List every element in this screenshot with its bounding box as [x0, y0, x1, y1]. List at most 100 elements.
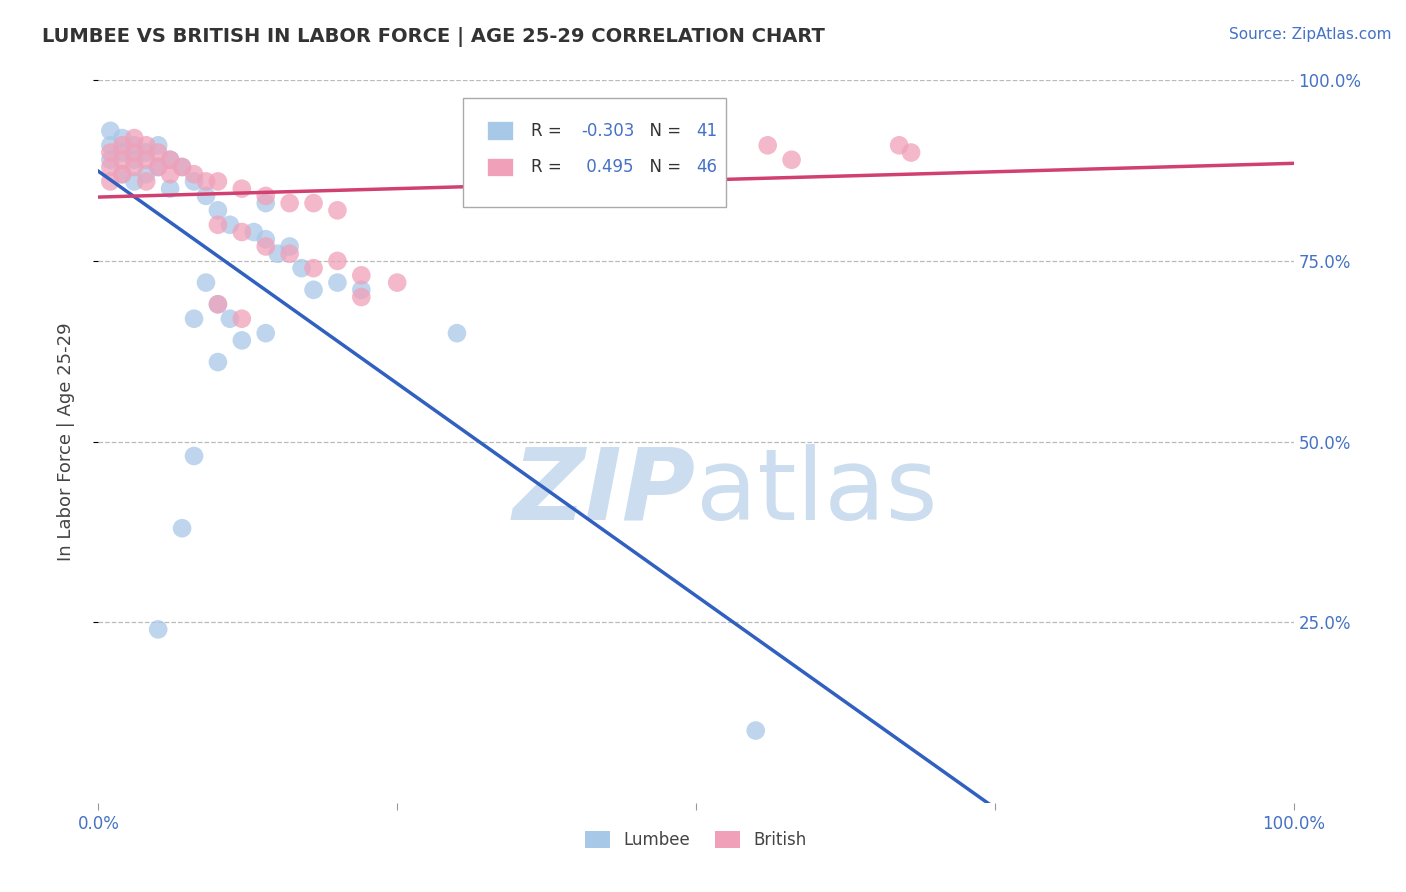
Point — [111, 167, 134, 181]
Point — [98, 174, 122, 188]
Point — [124, 138, 146, 153]
Point — [207, 203, 229, 218]
Point — [135, 138, 157, 153]
Text: 0.495: 0.495 — [581, 158, 634, 176]
Text: 41: 41 — [696, 122, 717, 140]
Point — [98, 124, 122, 138]
Point — [183, 174, 205, 188]
Text: ZIP: ZIP — [513, 443, 696, 541]
Point — [111, 145, 134, 160]
Point — [745, 723, 768, 738]
Point — [278, 246, 301, 260]
Point — [183, 167, 205, 181]
Point — [780, 153, 803, 167]
Point — [302, 196, 325, 211]
Point — [98, 145, 122, 160]
Point — [183, 311, 205, 326]
Point — [302, 261, 325, 276]
Point — [159, 153, 181, 167]
Point — [111, 167, 134, 181]
Y-axis label: In Labor Force | Age 25-29: In Labor Force | Age 25-29 — [56, 322, 75, 561]
Point — [231, 311, 253, 326]
Point — [124, 153, 146, 167]
Point — [326, 253, 349, 268]
FancyBboxPatch shape — [463, 98, 725, 207]
Point — [385, 276, 409, 290]
Point — [302, 283, 325, 297]
Point — [278, 196, 301, 211]
Point — [148, 138, 170, 153]
Point — [195, 189, 218, 203]
Point — [254, 189, 277, 203]
Point — [350, 283, 373, 297]
Point — [231, 225, 253, 239]
Point — [172, 160, 194, 174]
Point — [207, 355, 229, 369]
Point — [446, 326, 468, 340]
Point — [291, 261, 314, 276]
Point — [135, 167, 157, 181]
Point — [219, 311, 242, 326]
Legend: Lumbee, British: Lumbee, British — [578, 824, 814, 856]
Point — [219, 218, 242, 232]
Point — [124, 145, 146, 160]
Point — [159, 167, 181, 181]
Point — [111, 138, 134, 153]
Point — [254, 232, 277, 246]
Point — [148, 623, 170, 637]
Point — [326, 203, 349, 218]
Point — [900, 145, 922, 160]
Point — [207, 297, 229, 311]
Text: 46: 46 — [696, 158, 717, 176]
Point — [254, 326, 277, 340]
Point — [756, 138, 779, 153]
Point — [135, 153, 157, 167]
Text: N =: N = — [638, 122, 686, 140]
Point — [254, 239, 277, 253]
Text: atlas: atlas — [696, 443, 938, 541]
Point — [135, 174, 157, 188]
Point — [278, 239, 301, 253]
Point — [111, 153, 134, 167]
Point — [267, 246, 290, 260]
Point — [172, 521, 194, 535]
Point — [195, 276, 218, 290]
Point — [207, 174, 229, 188]
Point — [148, 160, 170, 174]
Point — [889, 138, 911, 153]
Point — [172, 160, 194, 174]
Point — [98, 153, 122, 167]
Point — [124, 160, 146, 174]
Point — [98, 138, 122, 153]
Text: Source: ZipAtlas.com: Source: ZipAtlas.com — [1229, 27, 1392, 42]
Point — [254, 196, 277, 211]
Point — [111, 131, 134, 145]
Point — [159, 182, 181, 196]
Text: R =: R = — [531, 122, 567, 140]
Point — [243, 225, 266, 239]
Point — [124, 131, 146, 145]
Point — [207, 218, 229, 232]
Text: LUMBEE VS BRITISH IN LABOR FORCE | AGE 25-29 CORRELATION CHART: LUMBEE VS BRITISH IN LABOR FORCE | AGE 2… — [42, 27, 825, 46]
Point — [685, 160, 707, 174]
Point — [350, 268, 373, 283]
Point — [195, 174, 218, 188]
Point — [159, 153, 181, 167]
Point — [481, 145, 505, 160]
Point — [207, 297, 229, 311]
Point — [183, 449, 205, 463]
Text: -0.303: -0.303 — [581, 122, 634, 140]
Point — [231, 182, 253, 196]
Point — [231, 334, 253, 348]
Point — [148, 145, 170, 160]
Point — [350, 290, 373, 304]
Bar — [486, 121, 513, 139]
Point — [613, 160, 636, 174]
Text: R =: R = — [531, 158, 567, 176]
Point — [135, 145, 157, 160]
Point — [98, 160, 122, 174]
Point — [481, 131, 505, 145]
Text: N =: N = — [638, 158, 686, 176]
Bar — [486, 158, 513, 176]
Point — [589, 145, 612, 160]
